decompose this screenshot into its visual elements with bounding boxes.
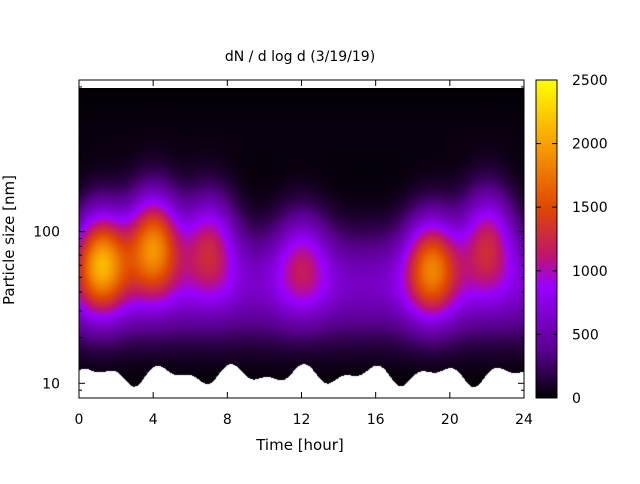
x-tick-label: 24 xyxy=(515,412,533,428)
colorbar-tick-label: 1500 xyxy=(572,200,608,216)
heatmap-image xyxy=(79,88,524,398)
colorbar-tick-label: 2500 xyxy=(572,73,608,89)
x-tick-label: 20 xyxy=(441,412,459,428)
y-axis-ticks: 10 100 xyxy=(33,79,524,399)
x-tick-label: 4 xyxy=(149,412,158,428)
colorbar-tick-label: 1000 xyxy=(572,264,608,280)
colorbar-tick-label: 500 xyxy=(572,327,599,343)
colorbar-ticks: 0 500 1000 1500 2000 2500 xyxy=(536,73,608,407)
chart-title: dN / d log d (3/19/19) xyxy=(225,49,375,65)
x-axis-ticks: 0 4 8 12 16 20 24 xyxy=(75,80,533,428)
x-tick-label: 16 xyxy=(367,412,385,428)
colorbar-tick-label: 2000 xyxy=(572,137,608,153)
x-axis-label: Time [hour] xyxy=(255,436,344,454)
x-tick-label: 12 xyxy=(293,412,311,428)
y-tick-label: 100 xyxy=(33,225,60,241)
colorbar-tick-label: 0 xyxy=(572,391,581,407)
colorbar xyxy=(535,79,558,399)
y-tick-label: 10 xyxy=(42,376,60,392)
y-axis-label: Particle size [nm] xyxy=(0,175,18,305)
x-tick-label: 0 xyxy=(75,412,84,428)
x-tick-label: 8 xyxy=(223,412,232,428)
